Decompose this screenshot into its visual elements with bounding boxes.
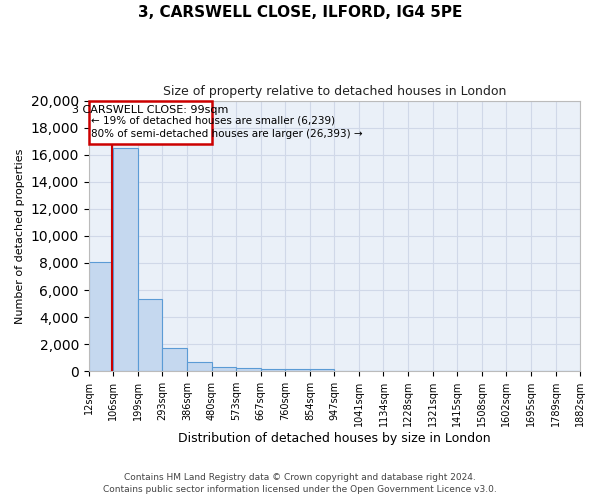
FancyBboxPatch shape — [89, 100, 212, 144]
Bar — [310, 369, 334, 371]
Bar — [138, 300, 163, 371]
Bar — [113, 148, 138, 371]
Bar — [163, 348, 187, 371]
X-axis label: Distribution of detached houses by size in London: Distribution of detached houses by size … — [178, 432, 491, 445]
Bar — [261, 368, 285, 371]
Title: Size of property relative to detached houses in London: Size of property relative to detached ho… — [163, 85, 506, 98]
Y-axis label: Number of detached properties: Number of detached properties — [15, 148, 25, 324]
Text: 3 CARSWELL CLOSE: 99sqm: 3 CARSWELL CLOSE: 99sqm — [72, 104, 229, 115]
Text: 80% of semi-detached houses are larger (26,393) →: 80% of semi-detached houses are larger (… — [91, 130, 363, 140]
Bar — [187, 362, 212, 371]
Text: 3, CARSWELL CLOSE, ILFORD, IG4 5PE: 3, CARSWELL CLOSE, ILFORD, IG4 5PE — [138, 5, 462, 20]
Text: ← 19% of detached houses are smaller (6,239): ← 19% of detached houses are smaller (6,… — [91, 115, 335, 125]
Text: Contains HM Land Registry data © Crown copyright and database right 2024.: Contains HM Land Registry data © Crown c… — [124, 473, 476, 482]
Bar — [285, 369, 310, 371]
Bar — [236, 368, 261, 371]
Text: Contains public sector information licensed under the Open Government Licence v3: Contains public sector information licen… — [103, 484, 497, 494]
Bar — [212, 367, 236, 371]
Bar — [89, 262, 113, 371]
